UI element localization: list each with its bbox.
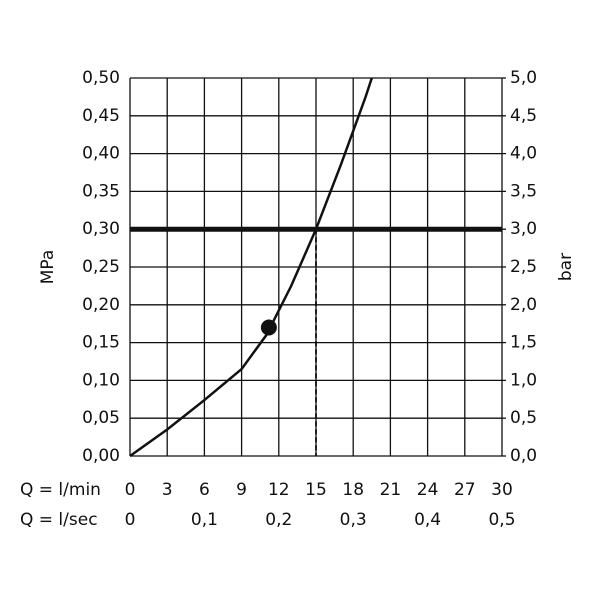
curve <box>129 77 373 458</box>
y-tick-label: 0,00 <box>82 446 120 466</box>
y-tick-label: 0,50 <box>82 68 120 88</box>
y2-axis-label: bar <box>556 253 576 281</box>
operating-point <box>260 319 277 336</box>
x2-axis-label: Q = l/sec <box>20 510 98 530</box>
y2-tick-label: 1,5 <box>510 333 537 353</box>
x-tick-label: 15 <box>305 480 327 500</box>
x-tick-label: 30 <box>491 480 513 500</box>
y2-tick-label: 2,0 <box>510 295 537 315</box>
y2-tick-label: 2,5 <box>510 257 537 277</box>
y2-tick-label: 4,5 <box>510 106 537 126</box>
x-axis-label: Q = l/min <box>20 480 101 500</box>
y-tick-label: 0,30 <box>82 219 120 239</box>
x2-tick-label: 0,5 <box>488 510 515 530</box>
x-tick-label: 3 <box>162 480 173 500</box>
y-tick-label: 0,10 <box>82 370 120 390</box>
y2-tick-label: 0,5 <box>510 408 537 428</box>
y-tick-label: 0,05 <box>82 408 120 428</box>
x-tick-label: 18 <box>342 480 364 500</box>
x2-tick-label: 0,1 <box>191 510 218 530</box>
x-tick-label: 0 <box>125 480 136 500</box>
x-tick-label: 24 <box>417 480 439 500</box>
x2-tick-label: 0,4 <box>414 510 441 530</box>
y2-tick-label: 3,5 <box>510 181 537 201</box>
x-tick-label: 21 <box>380 480 402 500</box>
y-tick-label: 0,25 <box>82 257 120 277</box>
y-tick-label: 0,20 <box>82 295 120 315</box>
y2-tick-label: 3,0 <box>510 219 537 239</box>
x2-tick-label: 0,3 <box>340 510 367 530</box>
y-axis-label: MPa <box>38 250 58 285</box>
y2-tick-label: 5,0 <box>510 68 537 88</box>
x-tick-label: 6 <box>199 480 210 500</box>
y-tick-label: 0,40 <box>82 144 120 164</box>
x2-tick-label: 0 <box>125 510 136 530</box>
x2-tick-label: 0,2 <box>265 510 292 530</box>
y-tick-label: 0,35 <box>82 181 120 201</box>
y2-tick-label: 4,0 <box>510 144 537 164</box>
x-tick-label: 12 <box>268 480 290 500</box>
y2-tick-label: 1,0 <box>510 370 537 390</box>
y-tick-label: 0,15 <box>82 333 120 353</box>
x-tick-label: 9 <box>236 480 247 500</box>
y2-tick-label: 0,0 <box>510 446 537 466</box>
x-tick-label: 27 <box>454 480 476 500</box>
y-tick-label: 0,45 <box>82 106 120 126</box>
